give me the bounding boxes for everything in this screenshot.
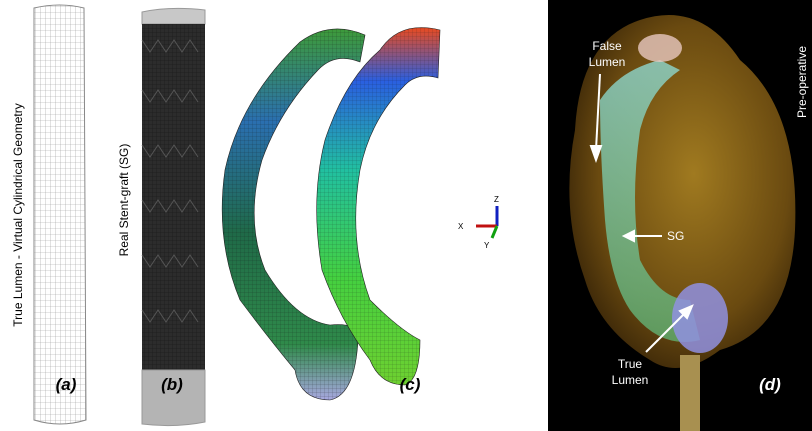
graft-bottom	[141, 369, 206, 427]
arrow	[595, 73, 601, 151]
mesh-grid	[316, 27, 440, 385]
annotation: Lumen	[612, 373, 649, 387]
caption: Real Stent-graft (SG)	[117, 144, 131, 257]
stent-graft-overlay	[600, 60, 700, 342]
annotation: True	[618, 357, 643, 371]
aorta	[680, 355, 700, 431]
graft-texture	[142, 24, 205, 370]
arrowhead	[589, 145, 603, 163]
panel-label: (c)	[400, 375, 421, 394]
graft-top	[141, 7, 206, 25]
axis-y	[490, 225, 499, 239]
axis-label: X	[458, 222, 464, 231]
annotation: Pre-operative	[795, 46, 809, 118]
panel-label: (b)	[161, 375, 183, 394]
annotation: Lumen	[589, 55, 626, 69]
axis-label: Y	[484, 241, 490, 250]
arrowhead	[621, 229, 635, 243]
panel-label: (d)	[759, 375, 781, 394]
annotation: SG	[667, 229, 684, 243]
axis-label: Z	[494, 195, 499, 204]
arch-end	[638, 34, 682, 62]
caption: True Lumen - Virtual Cylindrical Geometr…	[11, 103, 25, 326]
stent-wire	[141, 39, 199, 323]
true-lumen	[672, 283, 728, 353]
arrowhead	[678, 304, 694, 320]
annotation: False	[592, 39, 622, 53]
arrow	[645, 311, 687, 353]
mesh-grid	[222, 28, 365, 401]
mesh-tube	[33, 4, 87, 425]
panel-label: (a)	[56, 375, 77, 394]
